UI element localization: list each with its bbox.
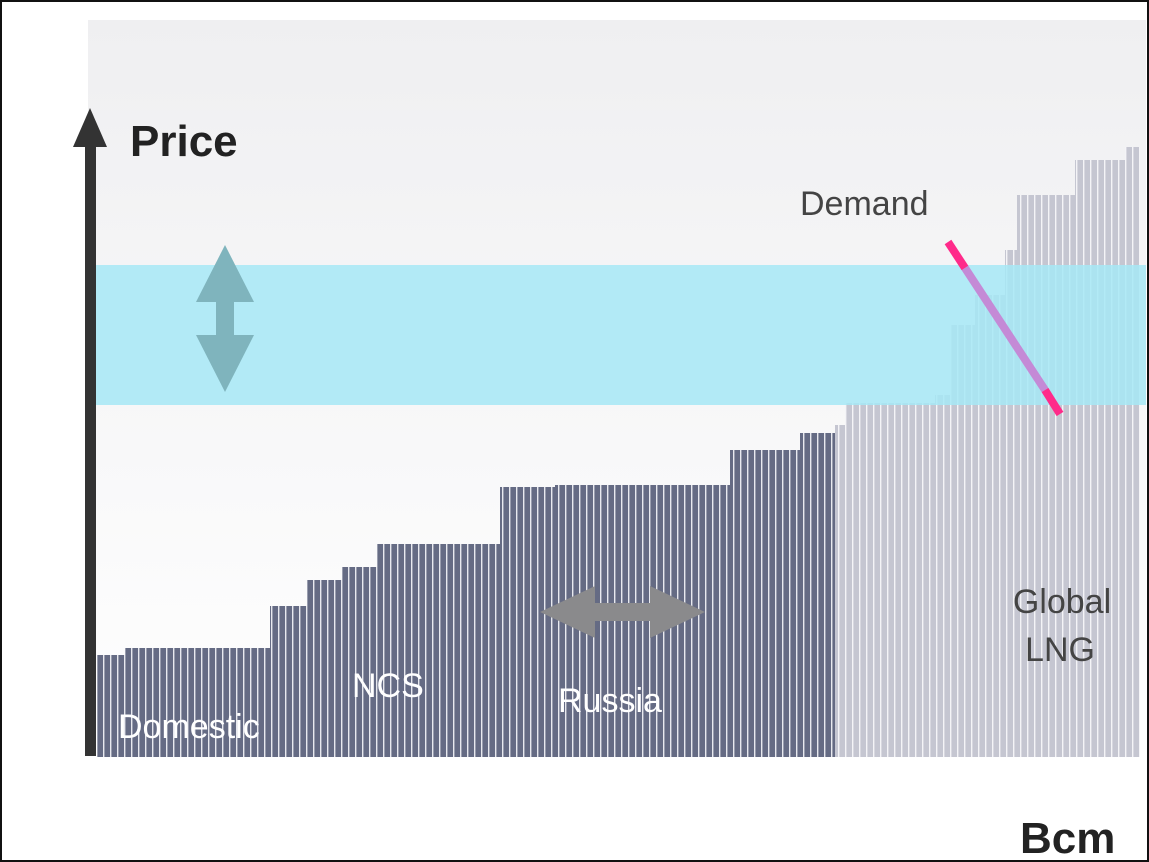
global-lng-label: Global	[1013, 583, 1111, 621]
horizontal-double-arrow	[540, 586, 705, 638]
domestic-label: Domestic	[118, 708, 260, 746]
demand-line	[944, 239, 1064, 417]
ncs-label: NCS	[352, 667, 424, 705]
y-axis-label: Price	[130, 117, 238, 166]
global-lng-label: LNG	[1025, 631, 1095, 669]
price-band	[95, 265, 1146, 405]
x-axis-label: Bcm	[1020, 814, 1115, 862]
demand-label: Demand	[800, 185, 929, 223]
y-axis	[73, 108, 107, 756]
vertical-double-arrow	[196, 245, 254, 392]
russia-label: Russia	[558, 682, 662, 720]
